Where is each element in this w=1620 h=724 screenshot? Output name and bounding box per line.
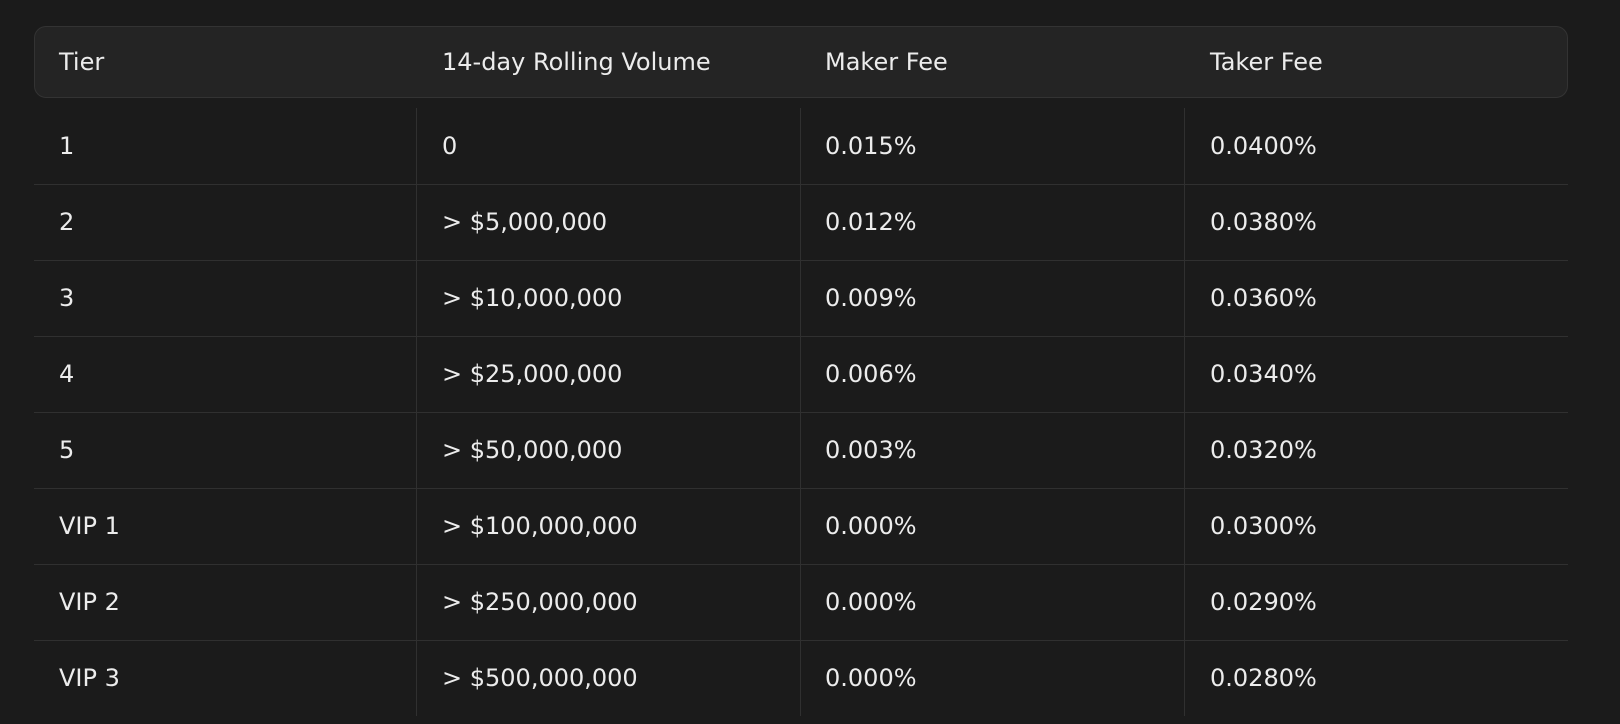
header-cell: Tier xyxy=(59,48,105,76)
header-cell: 14-day Rolling Volume xyxy=(442,48,711,76)
table-cell: 0.000% xyxy=(825,664,917,692)
header-cell: Taker Fee xyxy=(1210,48,1323,76)
row-divider xyxy=(34,260,1568,261)
table-cell: 0.0340% xyxy=(1210,360,1317,388)
table-cell: 0.015% xyxy=(825,132,917,160)
table-cell: 0.012% xyxy=(825,208,917,236)
table-cell: VIP 3 xyxy=(59,664,120,692)
table-cell: 0 xyxy=(442,132,458,160)
table-cell: 0.0400% xyxy=(1210,132,1317,160)
table-cell: VIP 2 xyxy=(59,588,120,616)
table-cell: > $50,000,000 xyxy=(442,436,623,464)
table-header xyxy=(34,26,1568,98)
table-cell: 3 xyxy=(59,284,75,312)
table-cell: 0.000% xyxy=(825,588,917,616)
row-divider xyxy=(34,412,1568,413)
table-cell: 1 xyxy=(59,132,75,160)
header-cell: Maker Fee xyxy=(825,48,948,76)
table-cell: 0.009% xyxy=(825,284,917,312)
table-cell: 0.0360% xyxy=(1210,284,1317,312)
table-cell: 2 xyxy=(59,208,75,236)
table-cell: 0.006% xyxy=(825,360,917,388)
table-cell: 0.000% xyxy=(825,512,917,540)
table-cell: 0.003% xyxy=(825,436,917,464)
table-cell: 0.0380% xyxy=(1210,208,1317,236)
table-cell: 0.0280% xyxy=(1210,664,1317,692)
table-cell: VIP 1 xyxy=(59,512,120,540)
table-cell: > $500,000,000 xyxy=(442,664,638,692)
table-cell: 0.0300% xyxy=(1210,512,1317,540)
table-cell: 0.0290% xyxy=(1210,588,1317,616)
table-cell: 0.0320% xyxy=(1210,436,1317,464)
row-divider xyxy=(34,640,1568,641)
table-cell: > $5,000,000 xyxy=(442,208,608,236)
row-divider xyxy=(34,564,1568,565)
table-cell: > $10,000,000 xyxy=(442,284,623,312)
table-cell: 4 xyxy=(59,360,75,388)
table-cell: 5 xyxy=(59,436,75,464)
table-cell: > $100,000,000 xyxy=(442,512,638,540)
table-cell: > $250,000,000 xyxy=(442,588,638,616)
row-divider xyxy=(34,336,1568,337)
table-cell: > $25,000,000 xyxy=(442,360,623,388)
row-divider xyxy=(34,184,1568,185)
row-divider xyxy=(34,488,1568,489)
